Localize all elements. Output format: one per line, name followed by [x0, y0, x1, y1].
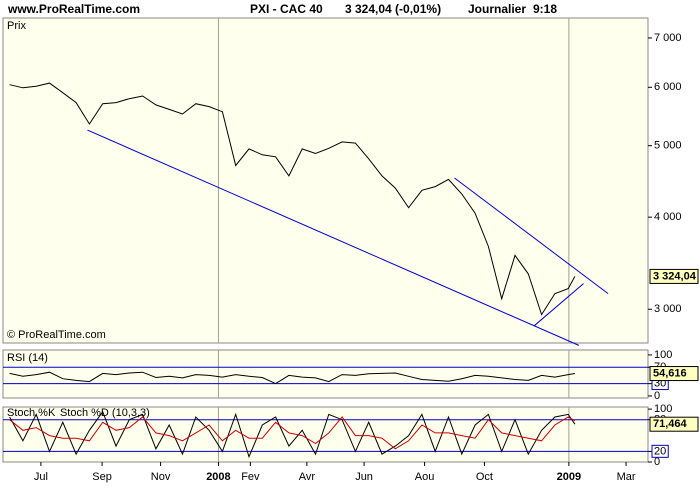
y-tick-label: 5 000	[654, 140, 682, 152]
period: Journalier	[468, 2, 526, 16]
x-tick-label: Nov	[151, 471, 171, 483]
credit: © ProRealTime.com	[7, 329, 106, 341]
last-value-label: 71,464	[653, 418, 688, 430]
last-value-box	[649, 416, 699, 432]
series-line	[9, 416, 576, 450]
y-tick-label: 7 000	[654, 32, 682, 44]
x-tick-label: Sep	[92, 471, 112, 483]
x-tick-label: Jun	[355, 471, 373, 483]
x-tick-label: Fev	[241, 471, 260, 483]
legend-entry: Stoch %D (10,3,3)	[60, 407, 150, 419]
y-tick-label: 0	[654, 456, 660, 468]
time: 9:18	[533, 2, 557, 16]
panel	[2, 17, 649, 344]
trendline	[454, 177, 609, 295]
panel	[2, 406, 649, 463]
trendline	[533, 283, 584, 327]
series-line	[9, 82, 576, 316]
x-tick-label: Avr	[299, 471, 316, 483]
y-tick-label: 0	[654, 390, 660, 402]
last-value-box	[649, 366, 699, 382]
x-tick-label: Jul	[34, 471, 48, 483]
last-value-label: 3 324,04	[653, 270, 697, 282]
y-tick-label: 6 000	[654, 81, 682, 93]
last-value-box	[649, 268, 699, 284]
x-tick-label: 2009	[557, 471, 581, 483]
last-value-label: 54,616	[653, 367, 687, 379]
level-label-box	[651, 444, 669, 458]
panel-title: RSI (14)	[7, 352, 48, 364]
y-tick-label: 100	[654, 403, 672, 415]
y-tick-label: 100	[654, 349, 672, 361]
panel-title: Prix	[7, 20, 26, 32]
x-tick-label: 2008	[206, 471, 230, 483]
trendline	[87, 129, 580, 346]
x-tick-label: Aou	[415, 471, 435, 483]
y-tick-label: 20	[654, 445, 666, 457]
series-line	[9, 410, 576, 459]
panel	[2, 349, 649, 399]
series-line	[9, 371, 575, 385]
quote: 3 324,04 (-0,01%)	[345, 2, 441, 16]
x-tick-label: Oct	[476, 471, 493, 483]
legend-entry: Stoch %K	[7, 407, 56, 419]
y-tick-label: 3 000	[654, 303, 682, 315]
site-name: www.ProRealTime.com	[7, 2, 140, 16]
y-tick-label: 4 000	[654, 211, 682, 223]
instrument: PXI - CAC 40	[250, 2, 323, 16]
x-tick-label: Mar	[617, 471, 636, 483]
